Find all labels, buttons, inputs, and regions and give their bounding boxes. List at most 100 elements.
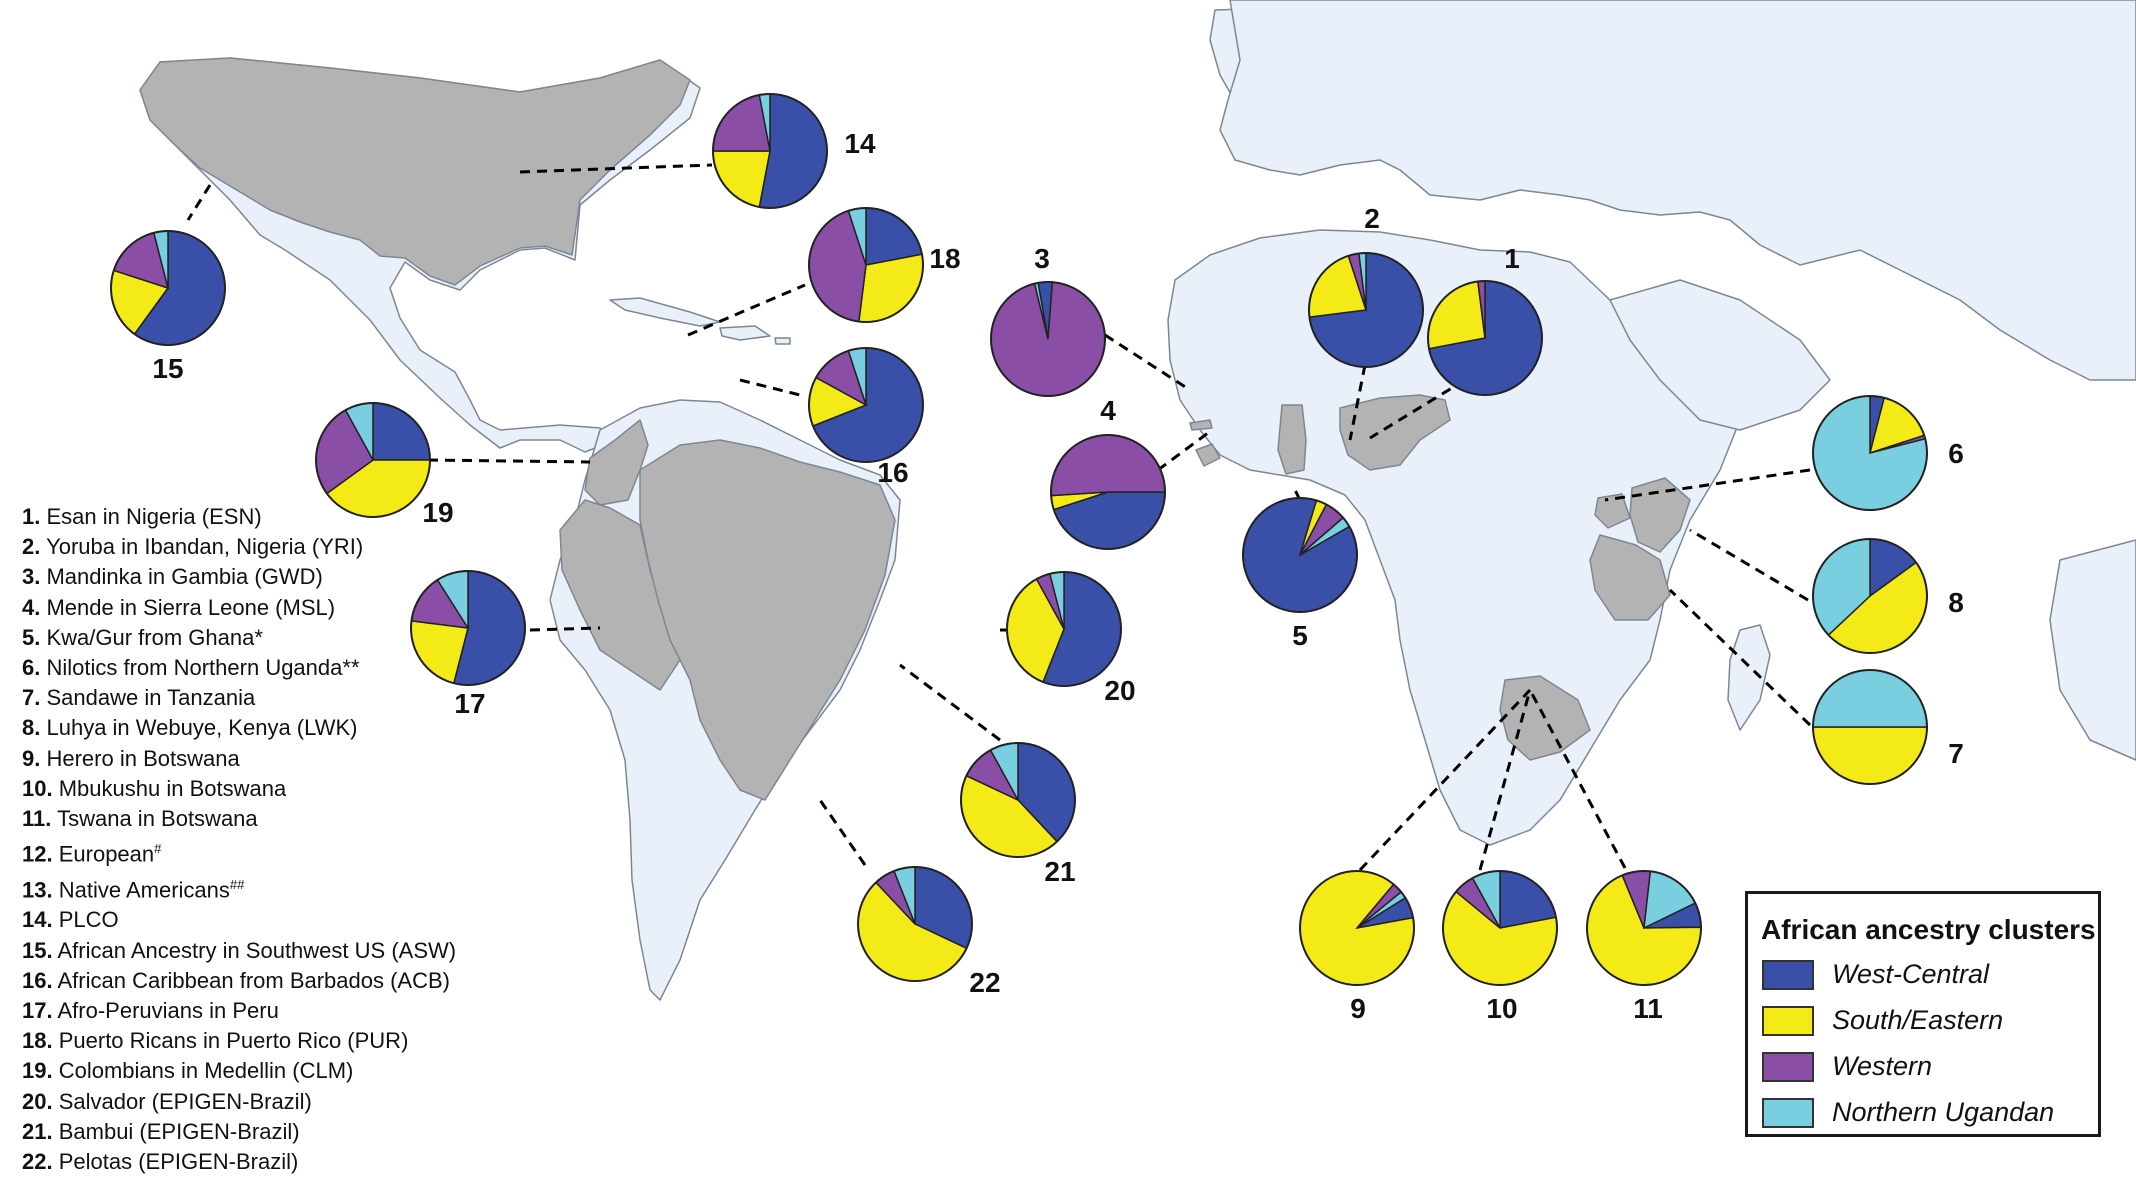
legend-label: Western (1832, 1051, 1933, 1081)
pie-chart-17 (410, 570, 526, 686)
pie-chart-22 (857, 866, 973, 982)
pie-outline (1812, 538, 1928, 654)
pie-label-15: 15 (152, 353, 183, 384)
pie-outline (808, 347, 924, 463)
pie-chart-15 (110, 230, 226, 346)
pie-label-14: 14 (844, 128, 876, 159)
pie-label-6: 6 (1948, 438, 1964, 469)
pie-chart-18 (808, 207, 924, 323)
pie-label-21: 21 (1044, 856, 1075, 887)
population-item: 22. Pelotas (EPIGEN-Brazil) (22, 1148, 299, 1174)
pie-label-2: 2 (1364, 203, 1380, 234)
legend-swatch (1762, 1098, 1814, 1128)
pie-chart-8 (1812, 538, 1928, 654)
ancestry-legend: African ancestry clusters West-Central S… (1745, 891, 2101, 1137)
population-item: 3. Mandinka in Gambia (GWD) (22, 564, 323, 590)
pie-label-11: 11 (1633, 993, 1663, 1024)
population-item: 11. Tswana in Botswana (22, 806, 258, 832)
population-item: 21. Bambui (EPIGEN-Brazil) (22, 1118, 300, 1144)
leader-22 (818, 799, 867, 866)
sampled-kenya (1629, 477, 1691, 553)
pie-chart-16 (808, 347, 924, 463)
sampled-usa (139, 57, 691, 286)
pie-chart-20 (1006, 571, 1122, 687)
leader-17 (529, 626, 601, 632)
pie-label-19: 19 (422, 497, 453, 528)
pie-label-5: 5 (1292, 620, 1308, 651)
leader-2 (1348, 364, 1367, 441)
pie-label-1: 1 (1504, 243, 1520, 274)
arabia (1609, 279, 1831, 431)
leader-15 (186, 184, 212, 221)
pie-chart-21 (960, 742, 1076, 858)
population-list: 1. Esan in Nigeria (ESN) 2. Yoruba in Ib… (22, 502, 456, 1177)
population-item: 16. African Caribbean from Barbados (ACB… (22, 967, 450, 993)
pie-chart-10 (1442, 870, 1558, 986)
pie-outline (315, 402, 431, 518)
pie-chart-2 (1308, 252, 1424, 368)
legend-title: African ancestry clusters (1761, 914, 2096, 945)
leader-18 (687, 283, 806, 337)
population-item: 8. Luhya in Webuye, Kenya (LWK) (22, 715, 358, 741)
pie-outline (1427, 280, 1543, 396)
pie-chart-6 (1812, 395, 1928, 511)
pie-outline (1812, 395, 1928, 511)
pie-outline (410, 570, 526, 686)
population-item: 4. Mende in Sierra Leone (MSL) (22, 594, 336, 620)
pie-outline (1586, 870, 1702, 986)
leader-4 (1157, 428, 1213, 472)
pie-outline (857, 866, 973, 982)
population-item: 14. PLCO (22, 907, 119, 933)
pie-outline (1812, 669, 1928, 785)
population-item: 1. Esan in Nigeria (ESN) (22, 504, 262, 529)
sampled-gambia (1189, 419, 1213, 431)
sampled-uganda (1594, 493, 1631, 529)
pie-label-22: 22 (969, 967, 1000, 998)
sampled-nigeria (1339, 394, 1451, 471)
pie-label-18: 18 (929, 243, 960, 274)
population-item: 13. Native Americans## (22, 876, 245, 903)
pie-label-7: 7 (1948, 738, 1964, 769)
pie-chart-4 (1050, 434, 1166, 550)
legend-label: West-Central (1832, 959, 1990, 989)
leader-7 (1668, 588, 1812, 727)
pie-chart-11 (1586, 870, 1702, 986)
leader-10 (1478, 689, 1532, 871)
pie-chart-9 (1299, 870, 1415, 986)
population-item: 10. Mbukushu in Botswana (22, 775, 287, 801)
pie-label-9: 9 (1350, 993, 1366, 1024)
caribbean-island (774, 337, 791, 345)
legend-label: South/Eastern (1832, 1005, 2004, 1035)
population-item: 7. Sandawe in Tanzania (22, 685, 256, 711)
pie-chart-1 (1427, 280, 1543, 396)
population-item: 9. Herero in Botswana (22, 745, 240, 771)
leader-8 (1689, 528, 1809, 602)
pie-outline (1242, 497, 1358, 613)
pie-label-17: 17 (454, 688, 485, 719)
population-item: 12. European# (22, 841, 162, 867)
australia-edge (2049, 539, 2136, 761)
sampled-sierra-leone (1195, 443, 1221, 467)
pie-label-20: 20 (1104, 675, 1135, 706)
population-item: 17. Afro-Peruvians in Peru (22, 997, 279, 1023)
pie-chart-14 (712, 93, 828, 209)
pie-label-3: 3 (1034, 243, 1050, 274)
pie-outline (1442, 870, 1558, 986)
pie-outline (110, 230, 226, 346)
leader-6 (1604, 468, 1811, 502)
pie-outline (1308, 252, 1424, 368)
population-item: 19. Colombians in Medellin (CLM) (22, 1058, 354, 1084)
pie-label-16: 16 (877, 457, 908, 488)
pie-chart-19 (315, 402, 431, 518)
population-item: 2. Yoruba in Ibandan, Nigeria (YRI) (22, 534, 364, 560)
population-item: 20. Salvador (EPIGEN-Brazil) (22, 1088, 312, 1114)
pie-chart-7 (1812, 669, 1928, 785)
pie-outline (808, 207, 924, 323)
leader-9 (1358, 688, 1532, 872)
pie-outline (1006, 571, 1122, 687)
pie-outline (1299, 870, 1415, 986)
legend-swatch (1762, 1052, 1814, 1082)
pie-outline (990, 281, 1106, 397)
population-item: 5. Kwa/Gur from Ghana* (22, 624, 263, 650)
